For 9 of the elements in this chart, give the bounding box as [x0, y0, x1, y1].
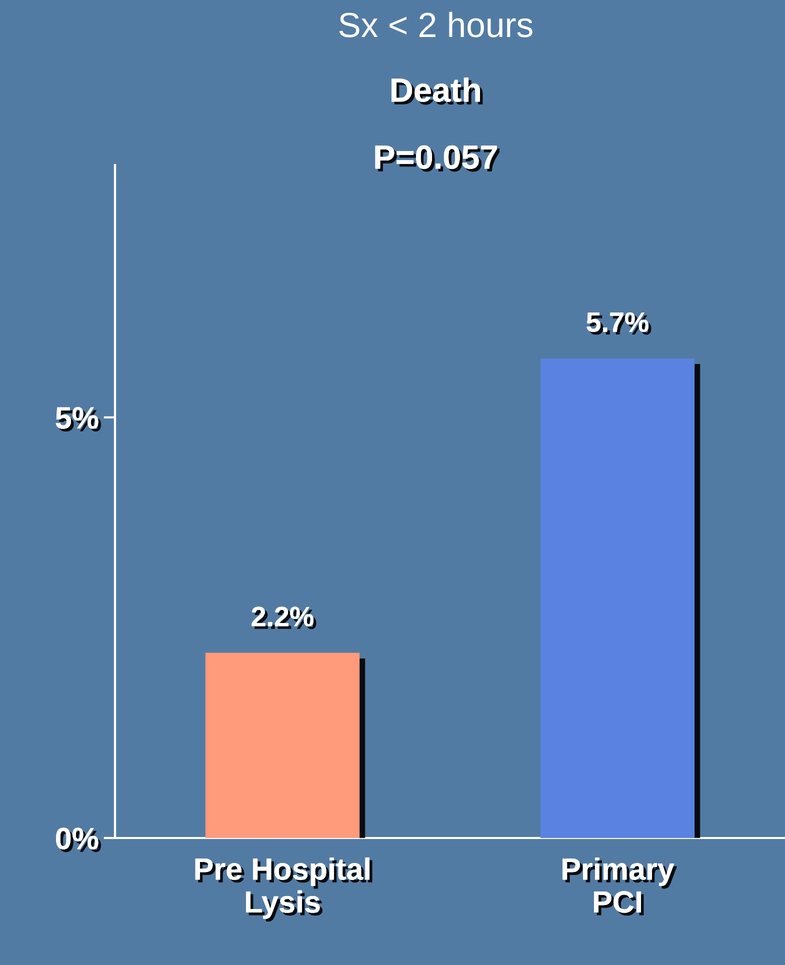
x-tick-label: Pre Hospital Lysis [195, 857, 372, 922]
data-label: 5.7% [586, 312, 652, 335]
chart-subtitle: Death [392, 77, 483, 105]
y-tick-label: 0% [56, 828, 101, 852]
x-tick-label: Primary PCI [562, 857, 678, 916]
chart-title: Sx < 2 hours [339, 12, 532, 38]
data-label: 2.2% [252, 606, 316, 630]
y-tick-label: 5% [56, 407, 101, 432]
annotation: P=0.057 [375, 145, 500, 172]
